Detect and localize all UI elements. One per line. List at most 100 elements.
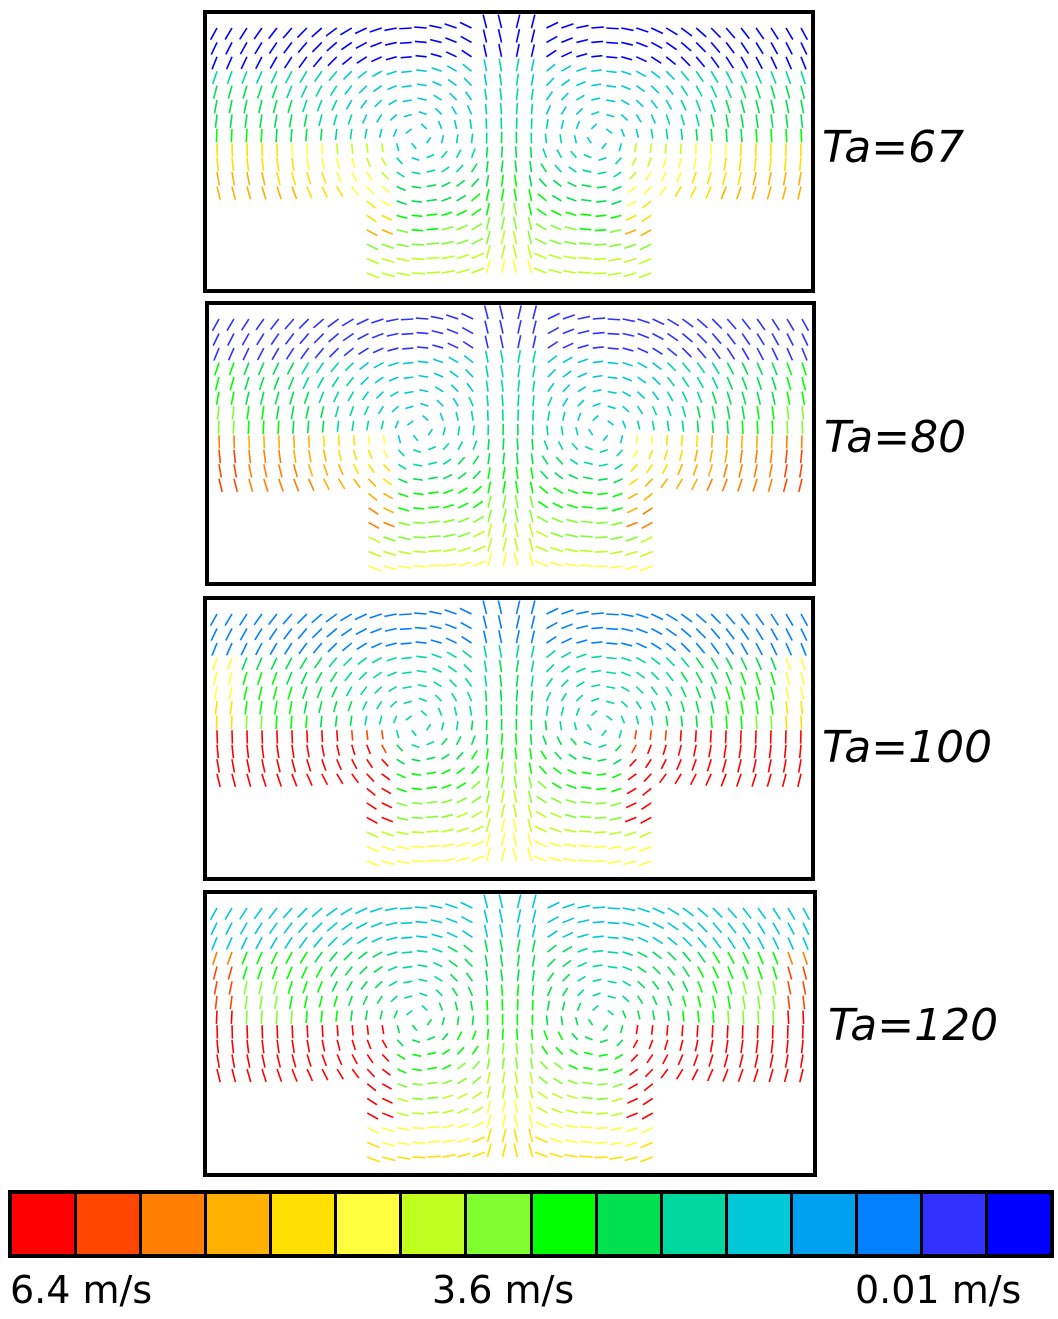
velocity-vector [662,744,667,756]
velocity-vector [580,213,592,217]
velocity-vector [216,186,221,200]
velocity-vector [212,671,218,686]
velocity-vector [412,1097,424,1101]
velocity-vector [445,917,458,924]
velocity-vector [741,391,747,405]
velocity-vector [643,185,652,195]
velocity-vector [344,85,353,95]
velocity-vector [515,88,519,101]
velocity-vector [270,657,278,671]
velocity-vector [287,981,293,995]
velocity-vector [454,1001,459,1011]
velocity-vector [411,185,422,189]
velocity-vector [770,671,776,686]
velocity-vector [513,1143,519,1158]
velocity-vector [357,332,369,341]
velocity-vector [427,1155,441,1158]
velocity-vector [666,347,678,357]
velocity-vector [302,980,308,994]
velocity-vector [400,921,413,925]
velocity-vector [430,639,442,644]
velocity-vector [562,342,574,349]
velocity-vector [515,28,521,43]
velocity-vector [396,185,406,192]
velocity-vector [360,686,368,696]
velocity-vector [402,965,413,969]
velocity-vector [737,171,742,186]
velocity-vector [801,318,810,332]
velocity-vector [319,715,323,728]
velocity-vector [486,1114,492,1128]
velocity-vector [261,406,265,420]
vector-field [209,894,811,1163]
velocity-vector [607,390,617,395]
velocity-vector [711,406,716,419]
velocity-vector [311,41,323,53]
velocity-vector [356,318,369,326]
velocity-vector [547,930,558,938]
velocity-vector [271,347,280,361]
velocity-vector [586,723,593,731]
velocity-vector [397,1083,408,1088]
velocity-vector [500,818,506,833]
velocity-vector [691,478,699,491]
velocity-vector [370,627,383,634]
velocity-vector [514,733,518,745]
velocity-vector [381,157,387,167]
velocity-vector [502,523,507,538]
velocity-vector [785,99,790,114]
velocity-vector [305,1010,308,1024]
velocity-vector [527,216,533,230]
velocity-vector [225,922,233,935]
velocity-vector [610,802,622,807]
velocity-vector [755,128,758,143]
velocity-vector [367,478,377,488]
velocity-vector [547,944,557,953]
velocity-vector [561,651,572,659]
velocity-vector [650,700,657,711]
velocity-vector [561,1001,566,1011]
velocity-vector [802,966,808,980]
velocity-vector [755,642,763,656]
velocity-vector [620,128,626,137]
velocity-vector [770,85,776,99]
velocity-vector [680,700,686,713]
velocity-vector [607,1009,615,1016]
velocity-vector [447,78,458,87]
velocity-vector [449,370,459,378]
velocity-vector [499,689,503,702]
velocity-vector [381,171,389,180]
velocity-vector [374,376,384,384]
velocity-vector [710,27,722,39]
velocity-vector [351,773,360,784]
velocity-vector [218,464,223,478]
velocity-vector [399,27,412,30]
velocity-vector [706,171,712,185]
velocity-vector [802,936,809,951]
velocity-vector [350,1010,354,1021]
velocity-vector [675,478,684,490]
velocity-vector [573,722,578,731]
velocity-vector [756,347,765,361]
velocity-vector [575,94,585,101]
velocity-vector [330,966,338,977]
velocity-vector [725,715,728,729]
velocity-vector [426,756,436,761]
velocity-vector [369,27,382,33]
velocity-vector [334,715,338,727]
velocity-vector [416,331,429,335]
velocity-vector [622,376,633,382]
velocity-vector [327,642,338,653]
velocity-vector [787,981,792,995]
velocity-vector [552,1077,563,1085]
velocity-vector [591,83,602,87]
velocity-vector [592,949,604,953]
velocity-vector [648,449,654,460]
velocity-vector [529,1071,534,1084]
velocity-vector [597,1082,608,1086]
velocity-vector [682,966,690,977]
velocity-vector [231,171,236,186]
velocity-vector [577,271,592,274]
velocity-vector [427,1066,437,1070]
velocity-vector [527,244,533,259]
